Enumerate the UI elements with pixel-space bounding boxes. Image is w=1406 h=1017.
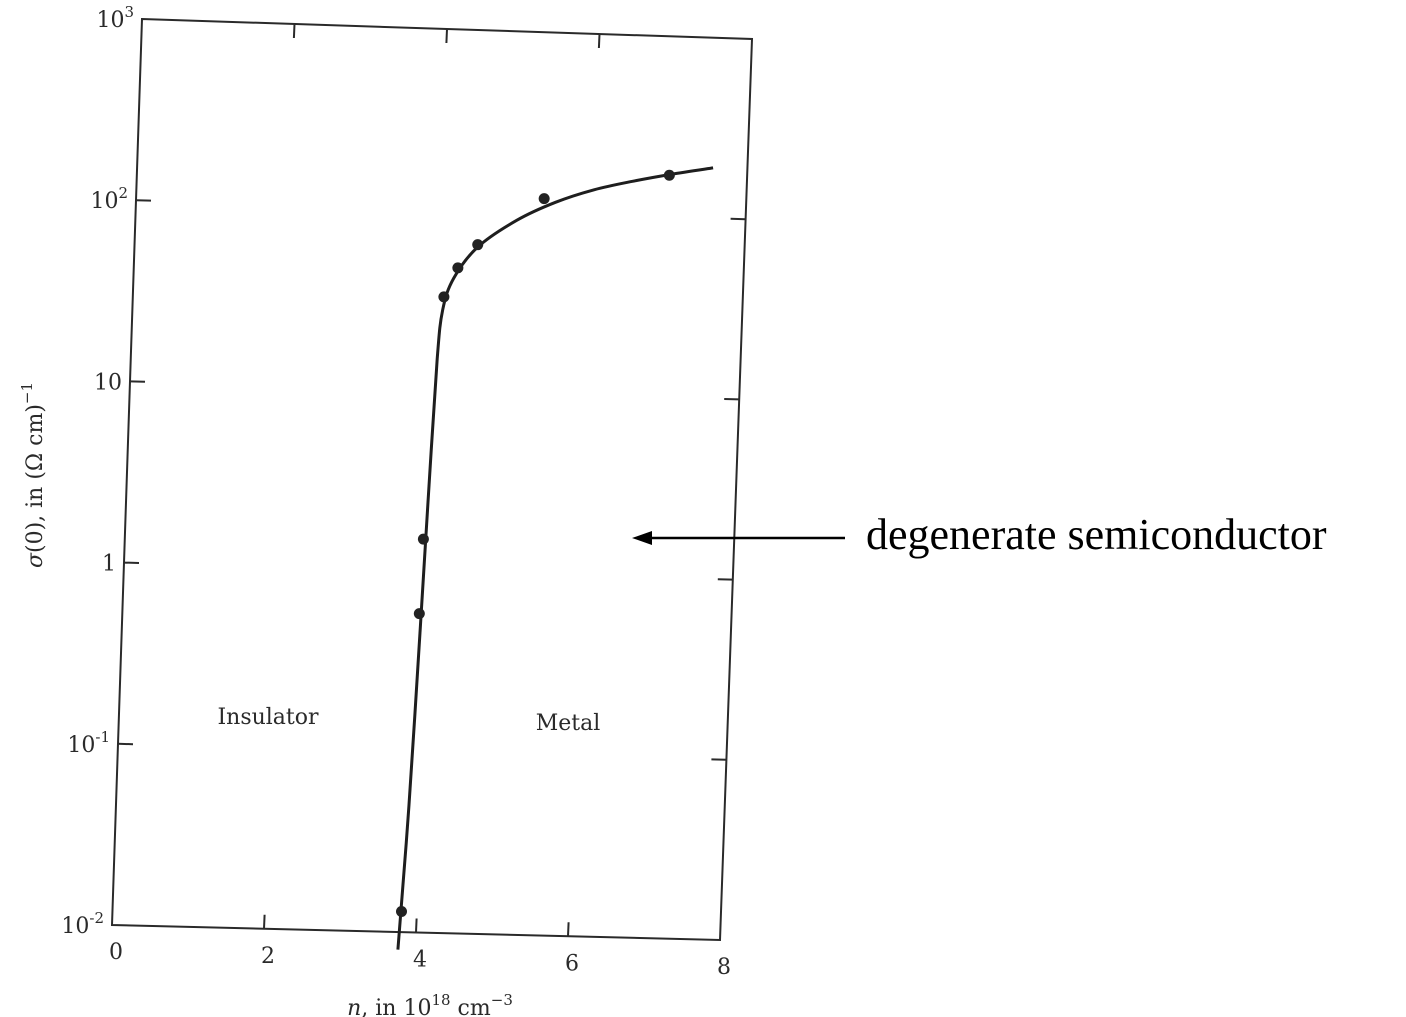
plot-frame xyxy=(110,17,754,942)
x-tick-bottom xyxy=(415,918,418,933)
fit-curve xyxy=(396,166,714,950)
x-axis-label: n, in 1018 cm−3 xyxy=(347,991,513,1017)
y-tick-label: 1 xyxy=(102,552,116,577)
x-tick-bottom xyxy=(263,914,266,929)
annotation: degenerate semiconductor xyxy=(632,510,1327,559)
x-tick-top xyxy=(445,28,448,44)
x-tick-label: 2 xyxy=(261,944,275,969)
x-tick-bottom xyxy=(567,922,570,937)
x-tick-top xyxy=(292,23,296,39)
y-tick-label: 10 xyxy=(94,370,122,395)
data-point xyxy=(452,262,464,274)
data-point xyxy=(438,291,450,303)
data-point xyxy=(663,169,675,181)
x-tick-top xyxy=(597,33,601,49)
x-tick-label: 6 xyxy=(565,951,579,976)
x-tick-label: 0 xyxy=(109,940,123,965)
data-point xyxy=(472,239,484,251)
insulator-label: Insulator xyxy=(217,705,319,730)
y-axis-label: σ(0), in (Ω cm)−1 xyxy=(18,382,48,568)
data-point xyxy=(538,193,550,205)
x-tick-label: 8 xyxy=(717,955,731,980)
plot-area xyxy=(110,17,754,950)
data-point xyxy=(396,906,408,918)
annotation-arrow-head xyxy=(632,531,652,545)
annotation-text: degenerate semiconductor xyxy=(866,510,1327,559)
axis-labels: 0 2 4 6 8 10-2 10-1 1 10 102 103 Insulator Metal n, i… xyxy=(18,3,731,1017)
y-tick-label: 102 xyxy=(90,184,128,214)
y-tick-label: 10-1 xyxy=(67,728,110,758)
data-point xyxy=(417,533,429,545)
x-tick-label: 4 xyxy=(413,948,427,973)
data-point xyxy=(413,608,425,620)
y-tick-label: 10-2 xyxy=(61,909,104,939)
y-tick-label: 103 xyxy=(96,3,134,33)
metal-label: Metal xyxy=(536,711,601,736)
